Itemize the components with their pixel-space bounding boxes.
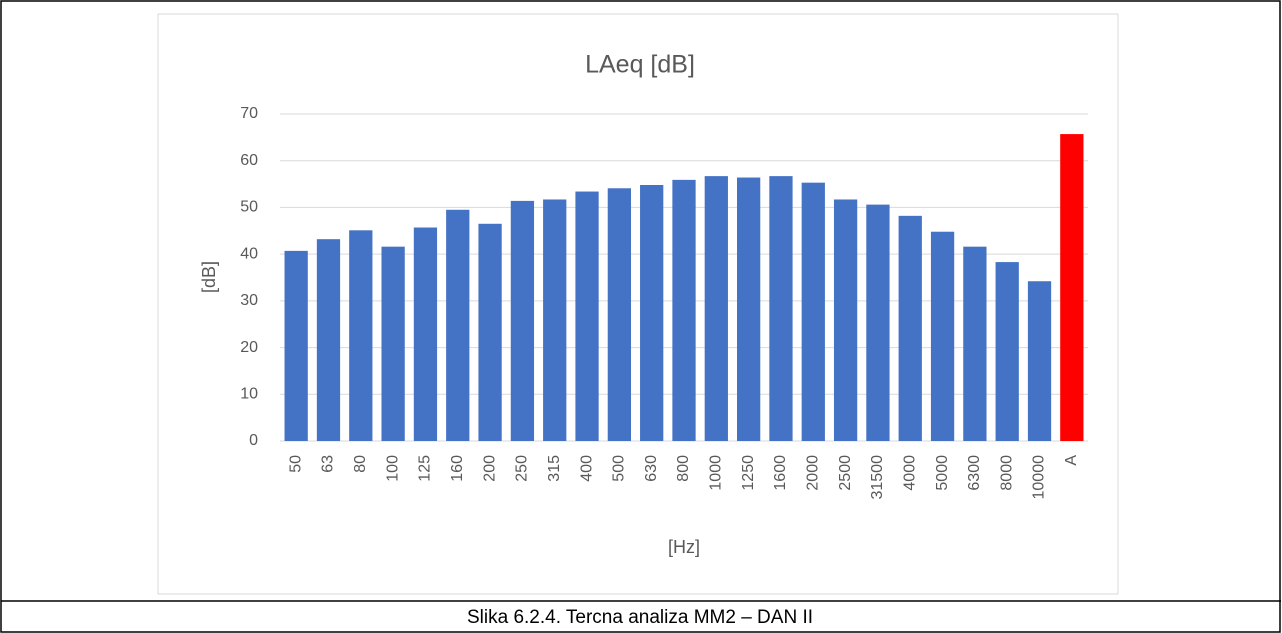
x-tick-label: 6300 — [966, 455, 983, 491]
bar — [898, 215, 922, 441]
x-tick-label: 10000 — [1031, 455, 1048, 500]
y-axis-label: [dB] — [199, 261, 219, 293]
bar — [640, 185, 664, 441]
chart-title: LAeq [dB] — [585, 51, 695, 79]
x-tick-label: 500 — [611, 455, 628, 482]
y-tick-label: 40 — [240, 245, 258, 262]
bar — [478, 223, 502, 441]
bar — [801, 182, 825, 442]
bar — [866, 204, 890, 441]
x-tick-label: 80 — [352, 455, 369, 473]
x-tick-label: 63 — [320, 455, 337, 473]
x-tick-label: 200 — [481, 455, 498, 482]
x-tick-label: 630 — [643, 455, 660, 482]
bar — [575, 191, 599, 441]
bar — [607, 188, 631, 441]
y-tick-label: 70 — [240, 105, 258, 122]
x-tick-label: 1600 — [772, 455, 789, 491]
bar — [446, 209, 470, 441]
bar — [1060, 134, 1084, 441]
bar — [381, 246, 405, 441]
bar — [413, 227, 438, 441]
bar — [284, 250, 308, 441]
bar — [995, 262, 1019, 441]
bar — [769, 176, 793, 441]
x-tick-label: 800 — [675, 455, 692, 482]
x-tick-label: 1250 — [740, 455, 757, 491]
x-tick-label: 250 — [514, 455, 531, 482]
bar — [737, 177, 761, 441]
bar — [963, 246, 987, 441]
y-tick-label: 30 — [240, 292, 258, 309]
y-tick-label: 50 — [240, 199, 258, 216]
x-tick-label: 31500 — [869, 455, 886, 500]
bar — [316, 239, 341, 441]
bar — [704, 176, 728, 441]
bar — [833, 199, 858, 441]
x-tick-label: 5000 — [934, 455, 951, 491]
x-tick-label: 400 — [578, 455, 595, 482]
bar — [349, 230, 373, 441]
bar — [930, 231, 955, 441]
x-tick-label: 125 — [417, 455, 434, 482]
y-tick-label: 10 — [240, 386, 258, 403]
x-tick-label: 8000 — [998, 455, 1015, 491]
y-tick-label: 20 — [240, 339, 258, 356]
y-tick-label: 0 — [249, 432, 258, 449]
bar — [510, 200, 535, 441]
caption: Slika 6.2.4. Tercna analiza MM2 – DAN II — [467, 607, 813, 628]
x-tick-label: 1000 — [708, 455, 725, 491]
x-tick-label: 2500 — [837, 455, 854, 491]
y-tick-label: 60 — [240, 152, 258, 169]
x-tick-label: 100 — [384, 455, 401, 482]
bar — [1027, 281, 1052, 441]
x-tick-label: 160 — [449, 455, 466, 482]
bar — [672, 179, 696, 442]
x-tick-label: 50 — [287, 455, 304, 473]
x-tick-label: 4000 — [901, 455, 918, 491]
x-axis-label: [Hz] — [668, 537, 700, 557]
x-tick-label: A — [1063, 455, 1080, 466]
x-tick-label: 315 — [546, 455, 563, 482]
x-tick-label: 2000 — [804, 455, 821, 491]
bar — [543, 199, 567, 441]
